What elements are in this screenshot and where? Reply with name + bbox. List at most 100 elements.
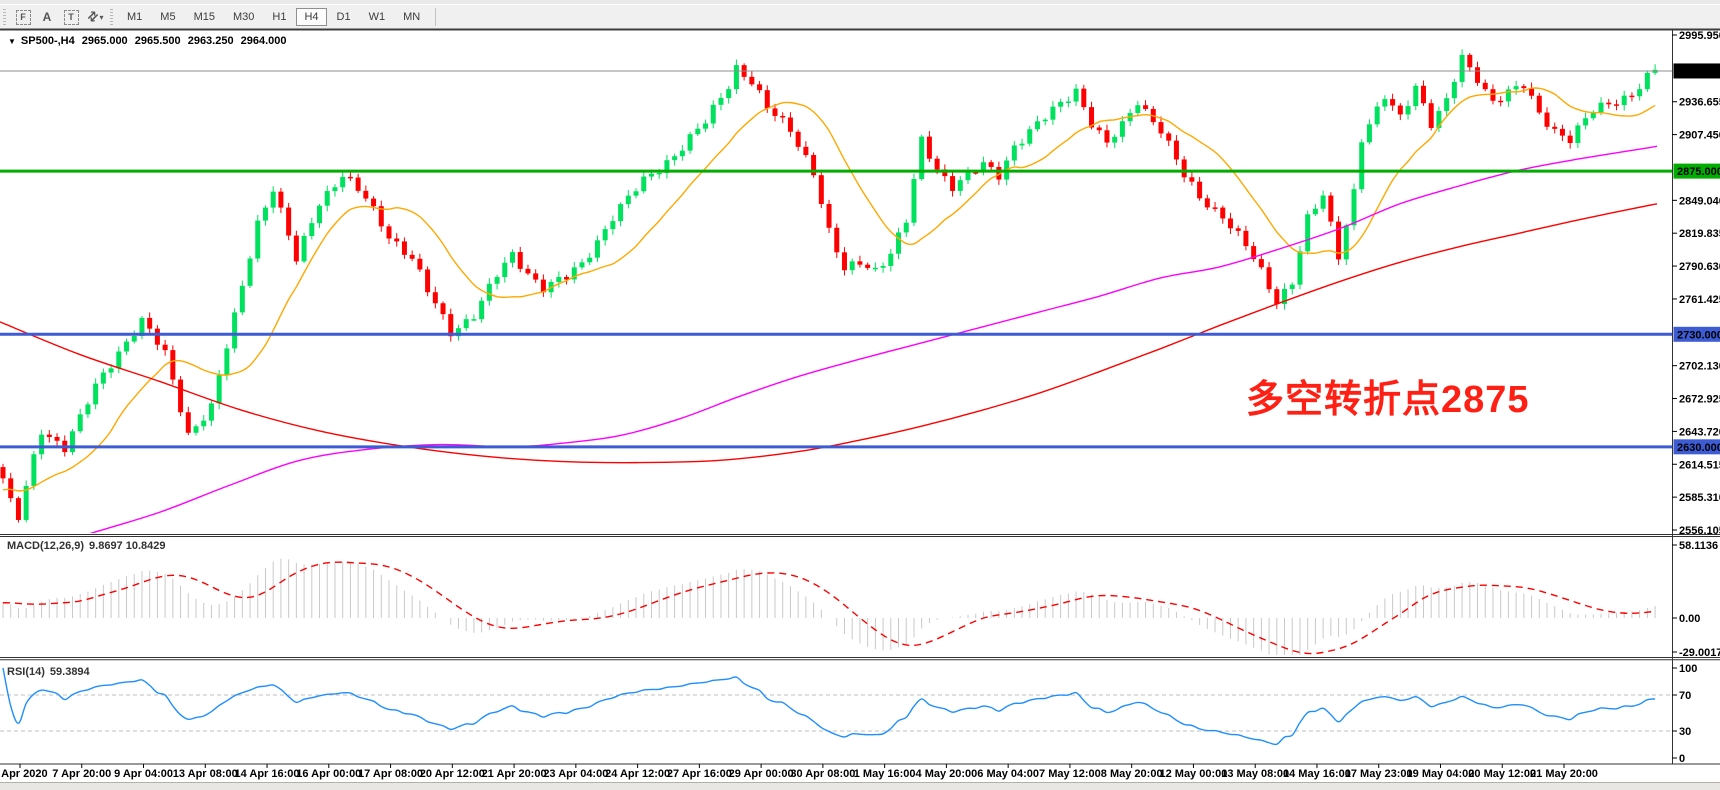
svg-text:0.00: 0.00 (1679, 613, 1700, 625)
timeframe-button-W1[interactable]: W1 (368, 11, 386, 23)
rsi-indicator-label: RSI(14) 59.3894 (7, 666, 95, 678)
macd-indicator-label: MACD(12,26,9) 9.8697 10.8429 (7, 540, 171, 552)
panel-borders (0, 28, 1720, 765)
macd-name: MACD(12,26,9) (7, 540, 85, 552)
svg-text:13 May 08:00: 13 May 08:00 (1221, 768, 1289, 780)
toolbar-separator (435, 8, 437, 26)
svg-text:24 Apr 12:00: 24 Apr 12:00 (605, 768, 670, 780)
timeframe-button-M5[interactable]: M5 (160, 11, 176, 23)
fibonacci-glyph: F (15, 9, 31, 25)
rsi-value: 59.3894 (49, 666, 90, 678)
text-label-tool-icon[interactable]: T (60, 8, 82, 26)
svg-text:6 Apr 2020: 6 Apr 2020 (0, 768, 48, 780)
toolbar-grip[interactable] (3, 9, 6, 25)
svg-text:6 May 04:00: 6 May 04:00 (977, 768, 1039, 780)
moving-averages (0, 87, 1658, 533)
timeframe-button-M15[interactable]: M15 (193, 11, 215, 23)
macd-histogram (2, 558, 1656, 655)
chevron-down-icon[interactable]: ▾ (99, 12, 104, 22)
svg-text:2556.105: 2556.105 (1679, 525, 1720, 537)
svg-text:14 May 16:00: 14 May 16:00 (1283, 768, 1351, 780)
svg-text:2730.000: 2730.000 (1677, 329, 1720, 341)
toolbar-grip[interactable] (110, 9, 113, 25)
svg-text:-29.0017: -29.0017 (1679, 647, 1720, 659)
macd-values: 9.8697 10.8429 (89, 540, 166, 552)
macd-axis-labels: 58.1136 0.00 -29.0017 (1672, 540, 1720, 659)
slow-ma-line (0, 203, 1658, 464)
rsi-plot (0, 667, 1672, 746)
rsi-name: RSI(14) (7, 666, 45, 678)
open-value: 2965.000 (81, 35, 128, 47)
fast-ma-line (2, 87, 1656, 492)
svg-text:1 May 16:00: 1 May 16:00 (854, 768, 916, 780)
arrows-tool-icon[interactable]: ⇅ ▾ (83, 7, 106, 26)
svg-text:7 May 12:00: 7 May 12:00 (1039, 768, 1101, 780)
svg-text:2790.630: 2790.630 (1679, 261, 1720, 273)
svg-text:2875.000: 2875.000 (1677, 166, 1720, 178)
chart-ohlc-header: ▼ SP500-,H4 2965.000 2965.500 2963.250 29… (8, 35, 291, 47)
timeframe-button-group: M1 M5 M15 M30 H1 H4 D1 W1 MN (118, 8, 429, 26)
svg-text:2585.310: 2585.310 (1679, 492, 1720, 504)
svg-text:2630.000: 2630.000 (1677, 442, 1720, 454)
svg-text:17 May 23:00: 17 May 23:00 (1345, 768, 1413, 780)
timeframe-button-M1[interactable]: M1 (127, 11, 143, 23)
svg-text:13 Apr 08:00: 13 Apr 08:00 (173, 768, 238, 780)
svg-text:14 Apr 16:00: 14 Apr 16:00 (235, 768, 300, 780)
svg-text:30: 30 (1679, 726, 1691, 738)
svg-text:21 May 20:00: 21 May 20:00 (1530, 768, 1598, 780)
svg-text:58.1136: 58.1136 (1679, 540, 1718, 552)
clipped-toolbar-row (0, 0, 1720, 5)
rsi-line (2, 667, 1656, 746)
text-tool-icon[interactable]: A (36, 8, 58, 26)
svg-text:19 May 04:00: 19 May 04:00 (1407, 768, 1475, 780)
timeframe-button-D1[interactable]: D1 (336, 11, 351, 23)
timeframe-button-MN[interactable]: MN (403, 11, 421, 23)
svg-text:30 Apr 08:00: 30 Apr 08:00 (790, 768, 855, 780)
high-value: 2965.500 (134, 35, 181, 47)
svg-text:20 May 12:00: 20 May 12:00 (1468, 768, 1536, 780)
status-bar (0, 782, 1720, 790)
svg-text:2907.450: 2907.450 (1679, 130, 1720, 142)
svg-text:21 Apr 20:00: 21 Apr 20:00 (482, 768, 547, 780)
svg-text:2995.950: 2995.950 (1679, 30, 1720, 42)
low-value: 2963.250 (187, 35, 234, 47)
svg-text:2819.835: 2819.835 (1679, 228, 1720, 240)
svg-text:70: 70 (1679, 690, 1691, 702)
svg-text:2964.000: 2964.000 (1677, 66, 1720, 78)
candles (0, 49, 1658, 523)
svg-text:2672.925: 2672.925 (1679, 394, 1720, 406)
chart-text-annotation: 多空转折点2875 (1246, 379, 1530, 421)
svg-text:23 Apr 04:00: 23 Apr 04:00 (543, 768, 608, 780)
svg-text:20 Apr 12:00: 20 Apr 12:00 (420, 768, 485, 780)
symbol-label: SP500-,H4 (20, 35, 75, 47)
svg-text:16 Apr 00:00: 16 Apr 00:00 (296, 768, 361, 780)
close-value: 2964.000 (240, 35, 287, 47)
rsi-axis-labels: 100 70 30 0 (1672, 663, 1697, 765)
mid-ma-line (89, 145, 1658, 533)
svg-text:27 Apr 16:00: 27 Apr 16:00 (667, 768, 732, 780)
svg-text:17 Apr 08:00: 17 Apr 08:00 (358, 768, 423, 780)
timeframe-button-H4[interactable]: H4 (296, 8, 327, 26)
macd-signal-line (2, 561, 1656, 655)
price-axis-labels: 2995.950 2936.655 2907.450 2849.040 2819.835… (1672, 30, 1720, 537)
svg-text:2614.515: 2614.515 (1679, 459, 1720, 471)
timeframe-button-H1[interactable]: H1 (272, 11, 287, 23)
text-glyph: A (42, 10, 52, 24)
svg-text:0: 0 (1679, 753, 1685, 765)
timeframe-button-M30[interactable]: M30 (232, 11, 255, 23)
svg-text:2936.655: 2936.655 (1679, 97, 1720, 109)
svg-text:4 May 20:00: 4 May 20:00 (916, 768, 978, 780)
chart-toolbar: F A T ⇅ ▾ M1 M5 M15 M30 H1 H4 D1 W1 MN (0, 5, 1720, 29)
svg-text:2849.040: 2849.040 (1679, 195, 1720, 207)
svg-text:100: 100 (1679, 663, 1697, 675)
label-glyph: T (63, 9, 79, 25)
fibonacci-tool-icon[interactable]: F (12, 8, 34, 26)
svg-text:12 May 00:00: 12 May 00:00 (1159, 768, 1227, 780)
symbol-dropdown-icon[interactable]: ▼ (8, 37, 16, 46)
svg-text:29 Apr 00:00: 29 Apr 00:00 (729, 768, 794, 780)
svg-text:9 Apr 04:00: 9 Apr 04:00 (114, 768, 173, 780)
svg-text:2761.425: 2761.425 (1679, 294, 1720, 306)
